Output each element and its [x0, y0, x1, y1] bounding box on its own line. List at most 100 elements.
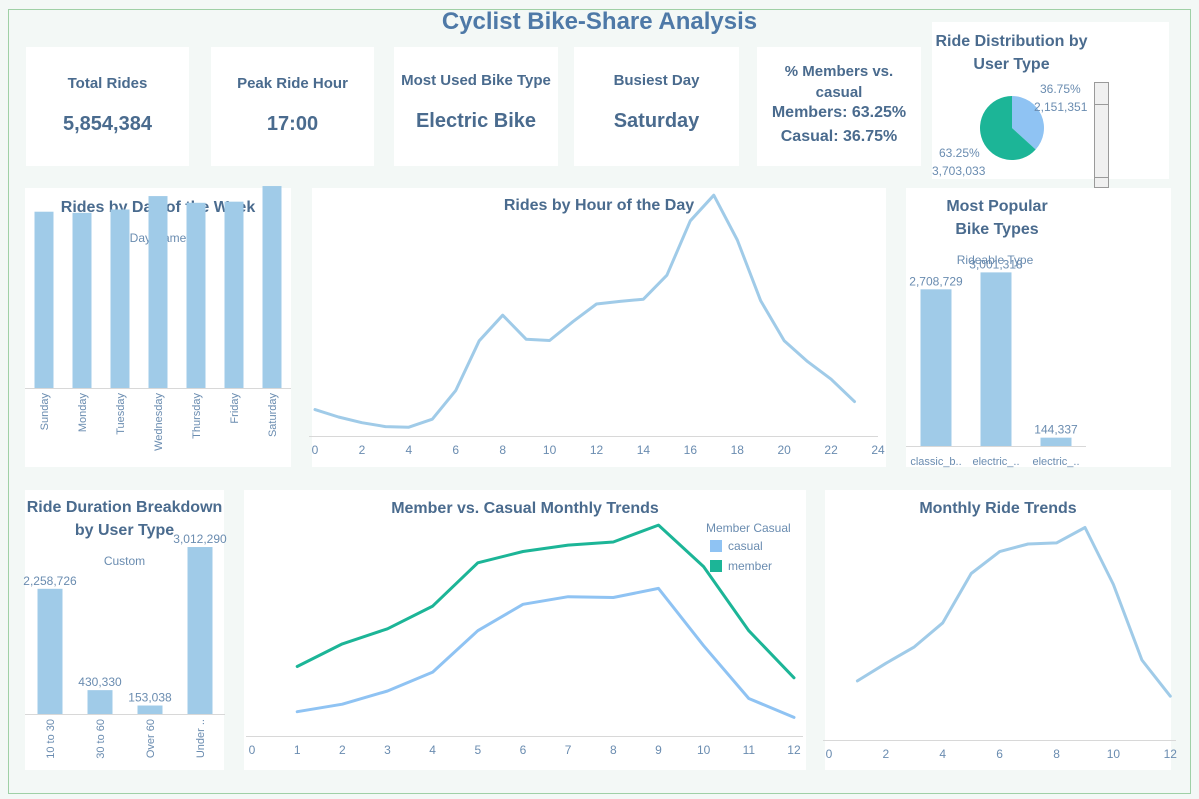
bar [262, 186, 282, 388]
series-line-rides [313, 193, 856, 429]
chart-title: Most Popular Bike Types [946, 198, 1048, 238]
x-tick-label: Over 60 [145, 719, 157, 758]
bar [110, 209, 130, 388]
kpi-value: Saturday [613, 110, 700, 132]
legend-casual-swatch [710, 540, 722, 552]
x-tick-label: 4 [939, 747, 946, 761]
x-tick-label: 7 [565, 743, 572, 757]
x-tick-label: Saturday [267, 393, 279, 438]
x-tick-label: 12 [787, 743, 801, 757]
x-tick-label: 2 [883, 747, 890, 761]
chart-title: Ride Distribution by User Type [935, 33, 1088, 73]
kpi-label: Total Rides [67, 75, 148, 92]
kpi-peak-ride-hour: Peak Ride Hour 17:00 [211, 47, 374, 166]
kpi-label: Busiest Day [613, 72, 700, 89]
pie-percent-label: 63.25% [939, 146, 980, 160]
x-tick-label: electric_.. [972, 456, 1019, 468]
x-tick-label: 16 [684, 443, 698, 457]
bar [87, 690, 113, 714]
axis-label: Rideable Type [956, 253, 1034, 267]
x-tick-label: 2 [359, 443, 366, 457]
x-tick-label: 8 [499, 443, 506, 457]
data-label: 430,330 [78, 675, 122, 689]
x-tick-label: electric_.. [1032, 456, 1079, 468]
kpi-label: % Members vs. casual [784, 63, 894, 101]
kpi-members-value: Members: 63.25% [771, 104, 907, 121]
card-monthly-ride-trends: Monthly Ride Trends [825, 490, 1171, 770]
x-tick-label: 8 [1053, 747, 1060, 761]
bar [137, 705, 163, 714]
kpi-casual-value: Casual: 36.75% [780, 128, 898, 145]
x-tick-label: 11 [743, 743, 756, 757]
x-tick-label: 8 [610, 743, 617, 757]
bar [148, 196, 168, 388]
x-tick-label: 9 [655, 743, 662, 757]
series-line-casual [295, 586, 796, 719]
dashboard-frame [8, 9, 1191, 794]
pie-percent-label: 36.75% [1040, 82, 1081, 96]
x-tick-label: 3 [384, 743, 391, 757]
x-tick-label: Thursday [191, 393, 203, 439]
x-tick-label: Wednesday [153, 393, 165, 451]
x-tick-label: 12 [590, 443, 604, 457]
kpi-busiest-day: Busiest Day Saturday [574, 47, 739, 166]
bar [34, 211, 54, 388]
x-tick-label: Friday [229, 393, 241, 424]
x-tick-label: 0 [249, 743, 256, 757]
bar [37, 588, 63, 714]
x-tick-label: 24 [871, 443, 885, 457]
pie-slice-casual [1012, 96, 1044, 150]
chart-title: Rides by Hour of the Day [503, 197, 695, 214]
bar [186, 202, 206, 388]
kpi-members-vs-casual: % Members vs. casual Members: 63.25% Cas… [757, 47, 921, 166]
bar [224, 201, 244, 388]
x-tick-label: 20 [777, 443, 791, 457]
axis-label: Custom [103, 554, 146, 568]
x-tick-label: 10 to 30 [45, 719, 57, 759]
dashboard-title: Cyclist Bike-Share Analysis [441, 8, 758, 35]
x-tick-label: 0 [312, 443, 319, 457]
data-label: 2,258,726 [23, 574, 77, 588]
scrollbar-down-arrow[interactable] [1095, 177, 1108, 187]
pie-value-label: 3,703,033 [932, 164, 986, 178]
x-tick-label: 6 [520, 743, 527, 757]
chart-title: Member vs. Casual Monthly Trends [391, 500, 659, 517]
x-tick-label: 14 [637, 443, 651, 457]
card-rides-by-hour: Rides by Hour of the Day [312, 188, 886, 467]
kpi-most-used-bike: Most Used Bike Type Electric Bike [394, 47, 558, 166]
x-tick-label: Under .. [195, 719, 207, 758]
legend-scrollbar[interactable] [1094, 82, 1109, 188]
kpi-value: 17:00 [266, 113, 319, 135]
x-tick-label: 22 [824, 443, 838, 457]
x-tick-label: Sunday [39, 393, 51, 431]
x-tick-label: 4 [429, 743, 436, 757]
chart-title: Monthly Ride Trends [919, 500, 1077, 517]
bar [187, 547, 213, 714]
card-ride-distribution: Ride Distribution by User Type [932, 22, 1169, 179]
x-tick-label: 2 [339, 743, 346, 757]
chart-title: Ride Duration Breakdown by User Type [26, 499, 223, 539]
kpi-total-rides: Total Rides 5,854,384 [26, 47, 189, 166]
kpi-value: Electric Bike [415, 110, 537, 132]
x-tick-label: 18 [731, 443, 745, 457]
scrollbar-up-arrow[interactable] [1095, 83, 1108, 105]
bar [72, 212, 92, 388]
bar [920, 289, 952, 446]
legend-casual-label: casual [728, 539, 763, 553]
x-tick-label: 5 [474, 743, 481, 757]
x-tick-label: 12 [1164, 747, 1178, 761]
pie-value-label: 2,151,351 [1034, 100, 1088, 114]
x-tick-label: 6 [452, 443, 459, 457]
legend-member-label: member [728, 559, 773, 573]
data-label: 3,001,318 [969, 257, 1023, 271]
legend-member-swatch [710, 560, 722, 572]
bar [1040, 437, 1072, 446]
kpi-label: Most Used Bike Type [401, 72, 551, 89]
data-label: 3,012,290 [173, 532, 227, 546]
x-tick-label: 10 [543, 443, 557, 457]
